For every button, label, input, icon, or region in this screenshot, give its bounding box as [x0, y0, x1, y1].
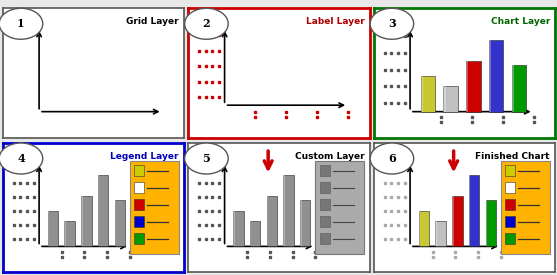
Bar [512, 65, 514, 112]
Bar [98, 175, 108, 246]
Bar [320, 199, 330, 210]
Bar [250, 221, 260, 246]
Bar [443, 86, 446, 112]
Bar [115, 200, 125, 246]
Text: 1: 1 [17, 18, 25, 29]
Text: 3: 3 [388, 18, 396, 29]
Text: 4: 4 [17, 153, 25, 164]
Bar [452, 196, 462, 246]
Bar [419, 211, 429, 246]
Bar [130, 161, 179, 254]
Bar [267, 196, 277, 246]
Bar [233, 211, 243, 246]
Bar [300, 200, 301, 246]
Bar [134, 182, 144, 193]
Circle shape [184, 8, 228, 39]
Bar [436, 221, 437, 246]
Bar [65, 221, 66, 246]
Text: Custom Layer: Custom Layer [295, 152, 364, 161]
Text: 6: 6 [388, 153, 396, 164]
Bar [436, 221, 446, 246]
Circle shape [184, 143, 228, 174]
Bar [489, 40, 504, 112]
Bar [115, 200, 116, 246]
Bar [419, 211, 421, 246]
Bar [98, 175, 100, 246]
Bar [505, 233, 515, 244]
Bar [284, 175, 285, 246]
Bar [486, 200, 496, 246]
Bar [443, 86, 458, 112]
Text: Finished Chart: Finished Chart [475, 152, 550, 161]
Bar [469, 175, 471, 246]
Bar [452, 196, 454, 246]
Bar [134, 233, 144, 244]
Bar [320, 182, 330, 193]
Bar [134, 216, 144, 227]
Bar [81, 196, 91, 246]
Bar [134, 199, 144, 210]
Bar [300, 200, 310, 246]
Bar [512, 65, 526, 112]
Text: 5: 5 [203, 153, 211, 164]
Bar [320, 216, 330, 227]
Bar [134, 165, 144, 176]
Bar [421, 76, 435, 112]
Bar [320, 165, 330, 176]
Bar [505, 182, 515, 193]
Bar [486, 200, 487, 246]
Bar [233, 211, 235, 246]
Circle shape [370, 8, 414, 39]
Bar [505, 199, 515, 210]
Bar [65, 221, 75, 246]
Bar [505, 165, 515, 176]
Circle shape [0, 143, 43, 174]
Bar [284, 175, 294, 246]
Bar [320, 233, 330, 244]
Bar [466, 61, 468, 112]
Text: Label Layer: Label Layer [306, 17, 364, 26]
Text: Chart Layer: Chart Layer [491, 17, 550, 26]
Text: 2: 2 [203, 18, 210, 29]
Bar [48, 211, 50, 246]
Text: Grid Layer: Grid Layer [126, 17, 179, 26]
Text: Legend Layer: Legend Layer [110, 152, 179, 161]
Bar [505, 216, 515, 227]
Circle shape [0, 8, 43, 39]
Bar [48, 211, 58, 246]
Bar [315, 161, 364, 254]
Bar [501, 161, 550, 254]
Bar [250, 221, 252, 246]
Bar [489, 40, 491, 112]
Bar [466, 61, 481, 112]
Bar [469, 175, 479, 246]
Bar [267, 196, 268, 246]
Bar [421, 76, 423, 112]
Circle shape [370, 143, 414, 174]
Bar [81, 196, 83, 246]
